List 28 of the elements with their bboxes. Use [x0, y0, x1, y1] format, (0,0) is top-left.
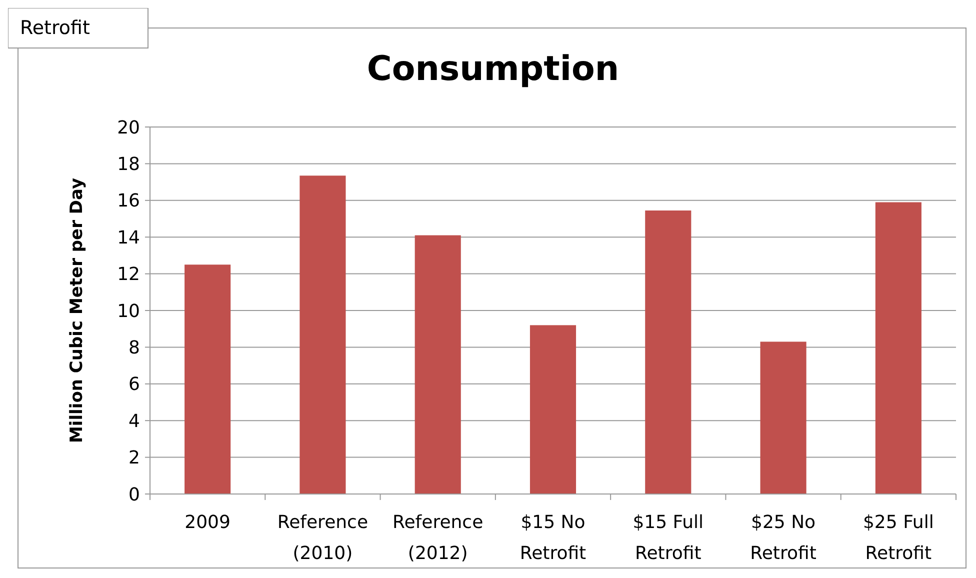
bar: [875, 202, 922, 494]
y-tick-label: 8: [128, 338, 140, 358]
x-tick-label: $15 No Retrofit: [520, 512, 586, 564]
x-tick-label: Reference (2010): [277, 512, 368, 564]
y-tick-label: 14: [117, 227, 140, 248]
x-tick-label: Reference (2012): [392, 512, 484, 564]
y-tick-label: 10: [117, 300, 140, 322]
bar: [300, 176, 346, 494]
bar: [184, 264, 231, 494]
y-axis-title: Million Cubic Meter per Day: [67, 178, 87, 444]
y-tick-label: 4: [128, 410, 140, 432]
bar: [645, 210, 692, 494]
x-tick-label: $25 No Retrofit: [750, 512, 816, 564]
x-tick-label: $25 Full Retrofit: [863, 512, 934, 564]
y-tick-label: 0: [128, 484, 140, 506]
y-tick-label: 18: [117, 154, 140, 175]
text: Retrofit: [20, 17, 90, 39]
y-tick-label: 16: [117, 190, 140, 212]
y-tick-label: 6: [128, 374, 140, 396]
bar: [414, 235, 461, 494]
chart-title: Consumption: [366, 49, 620, 89]
y-tick-label: 12: [117, 264, 140, 286]
bar: [760, 342, 806, 494]
bar: [530, 325, 576, 494]
y-tick-label: 20: [117, 117, 140, 138]
x-tick-label: 2009: [184, 512, 230, 533]
x-tick-label: $15 Full Retrofit: [632, 512, 704, 564]
y-tick-label: 2: [128, 448, 140, 469]
